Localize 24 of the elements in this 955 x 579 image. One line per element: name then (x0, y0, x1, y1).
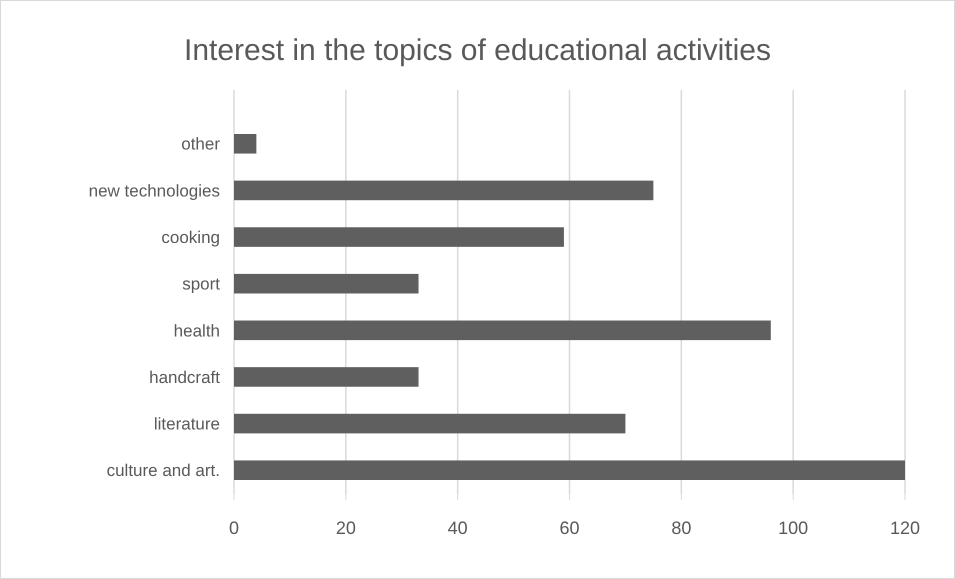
y-tick-label: cooking (161, 228, 220, 247)
x-tick-label: 60 (559, 518, 580, 538)
y-tick-label: sport (182, 274, 220, 294)
bar (234, 460, 905, 480)
y-tick-label: handcraft (149, 368, 220, 387)
bar (234, 320, 771, 340)
y-tick-label: health (174, 321, 220, 340)
bar (234, 414, 626, 434)
y-tick-label: literature (154, 414, 220, 434)
x-tick-label: 120 (890, 518, 920, 538)
y-tick-label: other (181, 134, 220, 154)
bar (234, 227, 564, 247)
x-tick-label: 0 (228, 518, 240, 538)
chart-title: Interest in the topics of educational activities (184, 34, 771, 67)
bar (234, 274, 419, 294)
y-tick-label: new technologies (88, 181, 220, 200)
bar (234, 367, 419, 387)
bar (234, 134, 256, 154)
bar (234, 180, 654, 200)
x-tick-label: 40 (448, 518, 468, 538)
x-tick-label: 20 (336, 518, 356, 538)
x-tick-label: 100 (778, 518, 808, 538)
x-tick-label: 80 (671, 518, 692, 538)
y-tick-label: culture and art. (106, 461, 220, 480)
